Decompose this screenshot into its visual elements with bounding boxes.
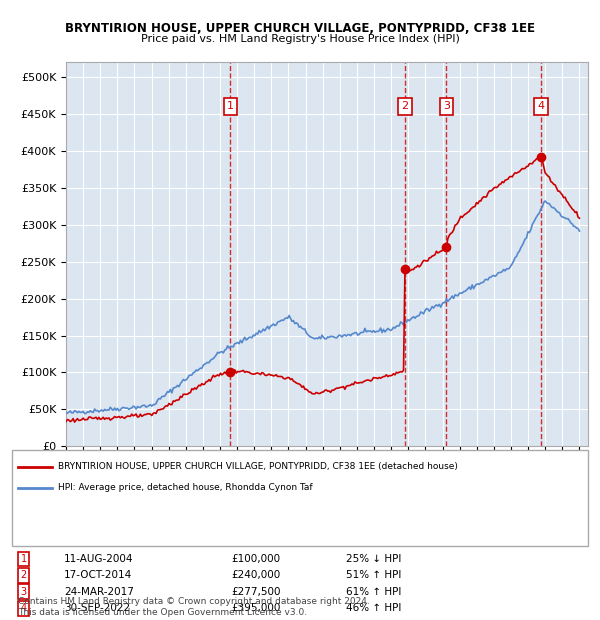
Text: 2: 2: [20, 570, 26, 580]
Text: Contains HM Land Registry data © Crown copyright and database right 2024.
This d: Contains HM Land Registry data © Crown c…: [18, 598, 370, 617]
Text: £395,000: £395,000: [231, 603, 280, 613]
Text: 4: 4: [538, 101, 544, 112]
Text: 11-AUG-2004: 11-AUG-2004: [64, 554, 133, 564]
Text: 4: 4: [20, 603, 26, 613]
FancyBboxPatch shape: [12, 450, 588, 546]
Text: Price paid vs. HM Land Registry's House Price Index (HPI): Price paid vs. HM Land Registry's House …: [140, 34, 460, 44]
Text: 2: 2: [401, 101, 408, 112]
Text: £100,000: £100,000: [231, 554, 280, 564]
Text: 1: 1: [227, 101, 234, 112]
Text: 3: 3: [443, 101, 450, 112]
Text: BRYNTIRION HOUSE, UPPER CHURCH VILLAGE, PONTYPRIDD, CF38 1EE: BRYNTIRION HOUSE, UPPER CHURCH VILLAGE, …: [65, 22, 535, 35]
Text: 51% ↑ HPI: 51% ↑ HPI: [346, 570, 401, 580]
Text: 25% ↓ HPI: 25% ↓ HPI: [346, 554, 401, 564]
Text: 30-SEP-2022: 30-SEP-2022: [64, 603, 130, 613]
Text: BRYNTIRION HOUSE, UPPER CHURCH VILLAGE, PONTYPRIDD, CF38 1EE (detached house): BRYNTIRION HOUSE, UPPER CHURCH VILLAGE, …: [58, 463, 458, 471]
Text: £277,500: £277,500: [231, 587, 280, 596]
Text: 61% ↑ HPI: 61% ↑ HPI: [346, 587, 401, 596]
Text: 24-MAR-2017: 24-MAR-2017: [64, 587, 134, 596]
Text: HPI: Average price, detached house, Rhondda Cynon Taf: HPI: Average price, detached house, Rhon…: [58, 484, 313, 492]
Text: 46% ↑ HPI: 46% ↑ HPI: [346, 603, 401, 613]
Text: 1: 1: [20, 554, 26, 564]
Text: 17-OCT-2014: 17-OCT-2014: [64, 570, 132, 580]
Text: £240,000: £240,000: [231, 570, 280, 580]
Text: 3: 3: [20, 587, 26, 596]
